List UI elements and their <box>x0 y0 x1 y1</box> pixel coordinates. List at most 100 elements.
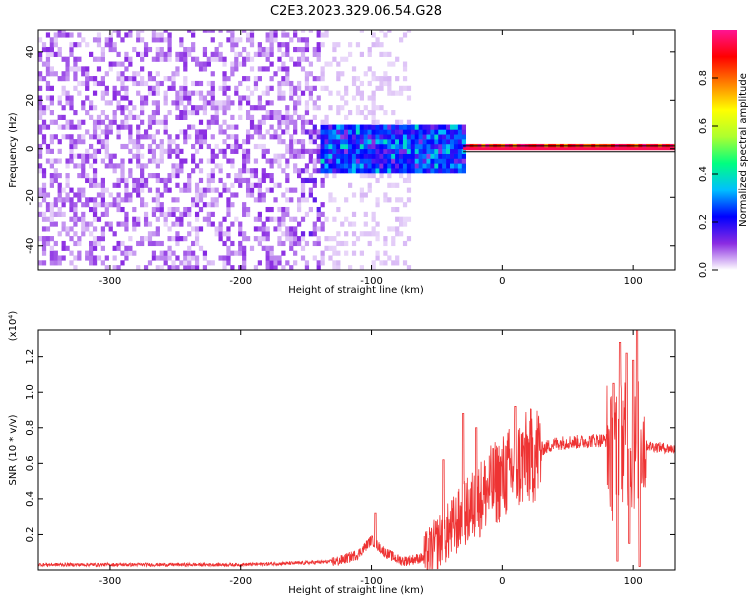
spectrogram-cell <box>351 240 357 247</box>
spectrogram-cell <box>128 114 133 120</box>
spectrogram-cell <box>179 163 184 169</box>
spectrogram-cell <box>187 255 192 261</box>
spectrogram-cell <box>281 250 286 256</box>
spectrogram-cell <box>238 226 243 232</box>
spectrogram-cell <box>457 153 463 159</box>
spectrogram-cell <box>410 158 415 164</box>
spectrogram-cell <box>147 231 153 237</box>
spectrogram-cell <box>100 245 105 251</box>
spectrogram-cell <box>147 221 153 227</box>
spectrogram-cell <box>438 124 443 130</box>
spectrogram-cell <box>269 187 274 193</box>
spectrogram-cell <box>218 236 223 242</box>
colorbar: 0.00.20.40.60.8 Normalized spectral ampl… <box>698 30 749 278</box>
spectrogram-cell <box>194 197 200 203</box>
spectrogram-cell <box>128 197 133 203</box>
spectrogram-cell <box>175 66 180 72</box>
spectrogram-cell <box>38 148 43 154</box>
spectrogram-cell <box>136 51 141 57</box>
spectrogram-cell <box>399 148 404 154</box>
spectrogram-cell <box>69 42 74 48</box>
spectrogram-cell <box>159 51 164 57</box>
spectrogram-cell <box>218 231 223 237</box>
spectrogram-cell <box>222 119 227 125</box>
spectrogram-cell <box>100 197 105 203</box>
spectrogram-cell <box>45 226 51 232</box>
spectrogram-cell <box>328 163 333 169</box>
spectrogram-cell <box>163 56 168 62</box>
spectrogram-y-tick-label: 40 <box>25 45 36 58</box>
spectrogram-cell <box>316 260 321 266</box>
spectrogram-cell <box>147 173 153 179</box>
spectrogram-cell <box>65 158 70 164</box>
spectrogram-cell <box>57 192 62 198</box>
spectrogram-cell <box>77 90 82 96</box>
spectrogram-cell <box>194 240 200 247</box>
spectrogram-cell <box>151 85 157 91</box>
spectrogram-cell <box>406 265 412 270</box>
spectrogram-cell <box>171 250 176 256</box>
spectrogram-cell <box>328 245 333 251</box>
spectrogram-cell <box>210 80 215 87</box>
spectrogram-cell <box>187 231 192 237</box>
spectrogram-cell <box>132 114 137 120</box>
spectrogram-cell <box>383 250 388 256</box>
spectrogram-cell <box>179 148 184 154</box>
spectrogram-cell <box>140 177 145 184</box>
spectrogram-cell <box>324 134 329 140</box>
spectrogram-cell <box>69 139 74 145</box>
spectrogram-cell <box>328 134 333 140</box>
spectrogram-cell <box>391 236 396 242</box>
spectrogram-cell <box>418 124 423 130</box>
spectrogram-cell <box>289 90 294 96</box>
spectrogram-cell <box>375 158 380 164</box>
spectrogram-cell <box>81 66 86 72</box>
spectrogram-cell <box>312 255 317 261</box>
spectrogram-cell <box>222 85 227 91</box>
spectrogram-cell <box>147 76 153 82</box>
spectrogram-cell <box>230 221 235 227</box>
spectrogram-cell <box>198 192 204 198</box>
spectrogram-cell <box>344 129 349 135</box>
spectrogram-cell <box>293 129 298 135</box>
spectrogram-cell <box>108 42 113 48</box>
spectrogram-cell <box>450 158 455 164</box>
spectrogram-cell <box>344 163 349 169</box>
spectrogram-cell <box>253 158 259 164</box>
spectrogram-cell <box>316 148 321 154</box>
spectrogram-cell <box>163 51 168 57</box>
spectrogram-cell <box>304 211 310 217</box>
spectrogram-cell <box>320 148 325 154</box>
spectrogram-cell <box>73 231 78 237</box>
spectrogram-cell <box>312 51 317 57</box>
spectrogram-cell <box>348 42 353 48</box>
spectrogram-cell <box>175 100 180 106</box>
spectrogram-cell <box>45 105 51 111</box>
spectrogram-cell <box>332 153 337 159</box>
spectrogram-cell <box>234 177 239 184</box>
spectrogram-cell <box>238 240 243 247</box>
spectrogram-cell <box>140 51 145 57</box>
spectrogram-cell <box>406 177 412 184</box>
spectrogram-cell <box>379 124 384 130</box>
spectrogram-cell <box>85 42 90 48</box>
spectrogram-cell <box>414 163 419 169</box>
spectrogram-cell <box>120 260 125 266</box>
spectrogram-cell <box>387 76 392 82</box>
spectrogram-cell <box>38 76 43 82</box>
spectrogram-cell <box>61 226 66 232</box>
spectrogram-cell <box>269 114 274 120</box>
spectrogram-cell <box>183 236 188 242</box>
spectrogram-cell <box>340 105 345 111</box>
spectrogram-cell <box>245 192 251 198</box>
spectrogram-cell <box>104 202 109 208</box>
spectrogram-cell <box>214 110 219 116</box>
spectrogram-cell <box>257 236 262 242</box>
spectrogram-cell <box>277 206 282 213</box>
spectrogram-cell <box>351 153 357 159</box>
spectrogram-cell <box>214 105 219 111</box>
spectrogram-cell <box>289 95 294 101</box>
spectrogram-cell <box>163 76 168 82</box>
spectrogram-cell <box>293 153 298 159</box>
spectrogram-cell <box>351 66 357 72</box>
